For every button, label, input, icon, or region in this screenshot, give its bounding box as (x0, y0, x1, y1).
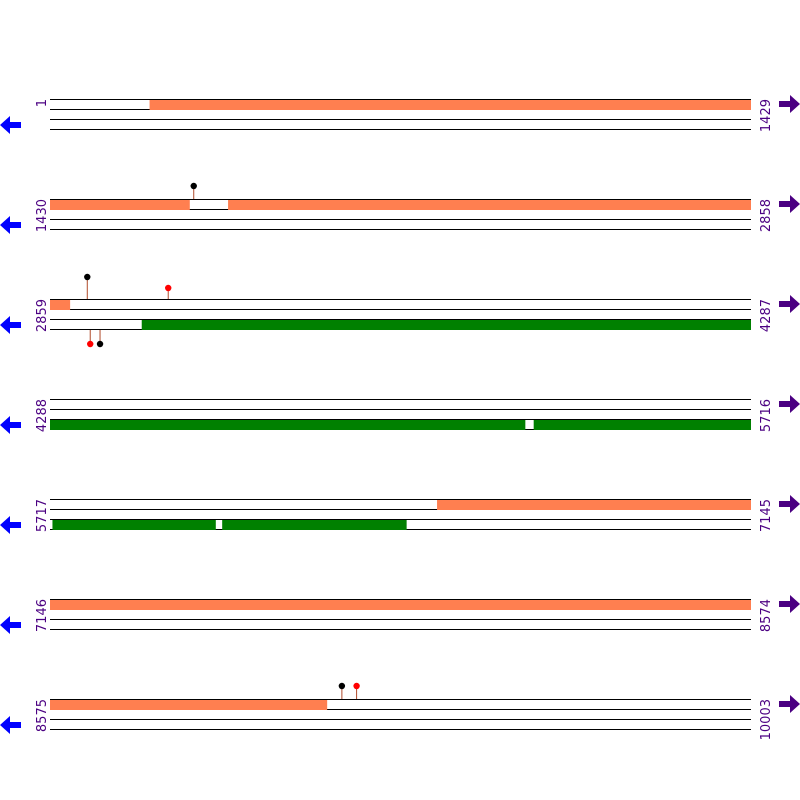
end-coordinate-label: 2858 (759, 199, 774, 232)
forward-feature-bar[interactable] (50, 600, 751, 610)
sequence-row: 2859 4287 (0, 273, 800, 348)
arrow-left-icon (0, 316, 21, 334)
forward-feature-bar[interactable] (228, 200, 751, 210)
end-coordinate-label: 5716 (759, 399, 774, 432)
arrow-left-icon (0, 116, 21, 134)
end-coordinate-label: 4287 (759, 299, 774, 332)
start-coordinate-label: 4288 (35, 399, 50, 432)
forward-feature-bar[interactable] (149, 100, 752, 110)
forward-feature-bar[interactable] (50, 700, 328, 710)
arrow-left-icon (0, 516, 21, 534)
arrow-left-icon (0, 416, 21, 434)
sequence-row: 8575 10003 (0, 682, 800, 740)
sequence-row: 5717 7145 (0, 495, 800, 534)
arrow-right-icon (779, 695, 800, 713)
sequence-row: 7146 8574 (0, 595, 800, 634)
reverse-feature-bar[interactable] (52, 520, 216, 530)
arrow-right-icon (779, 595, 800, 613)
end-coordinate-label: 10003 (759, 699, 774, 740)
sequence-row: 1430 2858 (0, 182, 800, 234)
site-marker[interactable] (190, 182, 197, 190)
site-marker[interactable] (338, 682, 346, 690)
forward-feature-bar[interactable] (50, 300, 71, 310)
arrow-right-icon (779, 395, 800, 413)
site-marker[interactable] (84, 273, 91, 281)
arrow-right-icon (779, 95, 800, 113)
site-marker[interactable] (96, 340, 104, 348)
reverse-feature-bar[interactable] (533, 420, 751, 430)
forward-feature-bar[interactable] (437, 500, 751, 510)
start-coordinate-label: 2859 (35, 299, 50, 332)
sequence-row: 1 1429 (0, 95, 800, 134)
site-marker[interactable] (353, 682, 360, 690)
end-coordinate-label: 1429 (759, 99, 774, 132)
forward-feature-bar[interactable] (50, 200, 190, 210)
arrow-right-icon (779, 295, 800, 313)
arrow-left-icon (0, 716, 21, 734)
arrow-left-icon (0, 616, 21, 634)
arrow-right-icon (779, 495, 800, 513)
start-coordinate-label: 8575 (35, 699, 50, 732)
site-marker[interactable] (87, 340, 94, 348)
sequence-row: 4288 5716 (0, 395, 800, 434)
site-marker[interactable] (165, 284, 172, 292)
start-coordinate-label: 5717 (35, 499, 50, 532)
end-coordinate-label: 7145 (759, 499, 774, 532)
arrow-left-icon (0, 216, 21, 234)
reverse-feature-bar[interactable] (141, 320, 751, 330)
start-coordinate-label: 1430 (35, 199, 50, 232)
start-coordinate-label: 1 (35, 99, 50, 107)
end-coordinate-label: 8574 (759, 599, 774, 632)
reverse-feature-bar[interactable] (50, 420, 526, 430)
reverse-feature-bar[interactable] (222, 520, 407, 530)
arrow-right-icon (779, 195, 800, 213)
start-coordinate-label: 7146 (35, 599, 50, 632)
